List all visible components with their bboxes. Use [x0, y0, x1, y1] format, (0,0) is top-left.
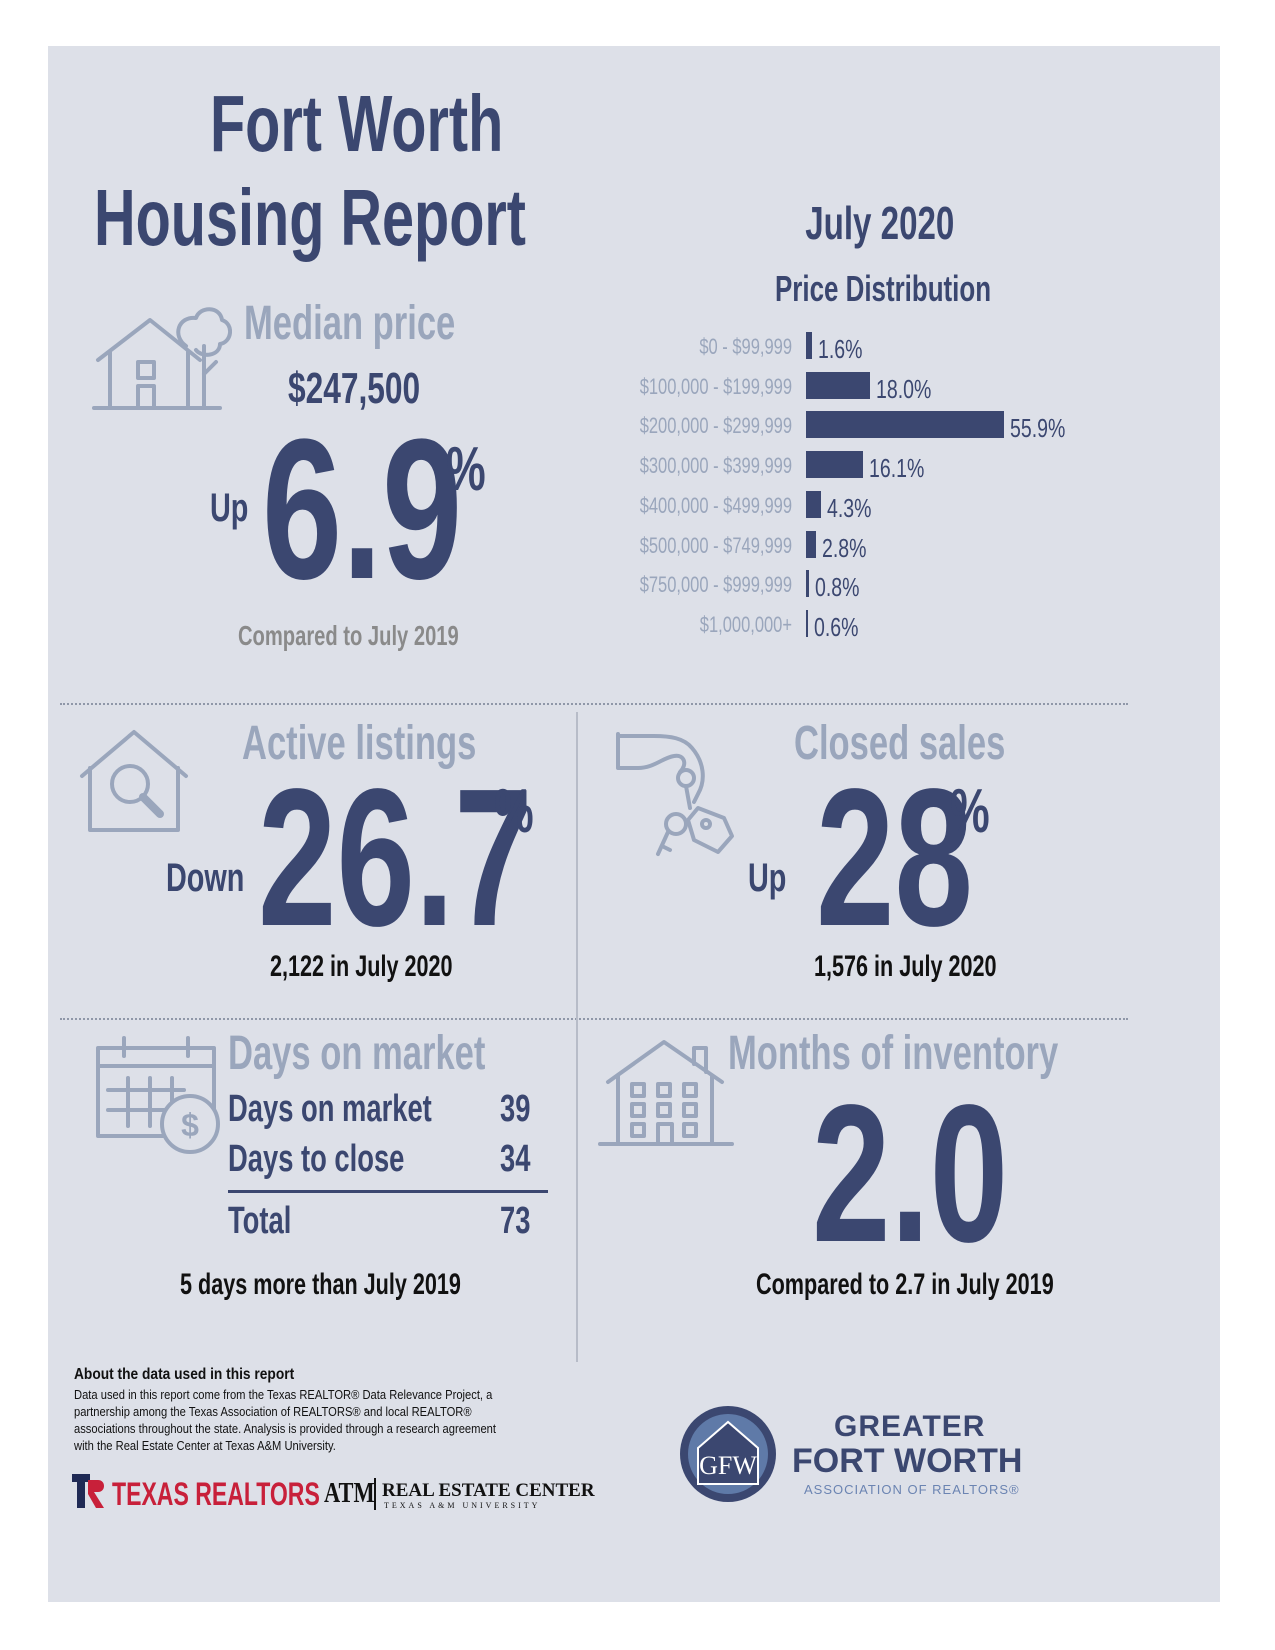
price-bar: [806, 451, 864, 479]
active-listings-direction: Down: [166, 856, 245, 900]
closed-sales-percent-sign: %: [950, 777, 990, 846]
price-bucket-label: $100,000 - $199,999: [639, 373, 792, 399]
closed-sales-direction: Up: [748, 856, 787, 900]
gfw-logo-line1: GREATER: [834, 1410, 986, 1443]
price-bar-value: 2.8%: [821, 532, 867, 563]
price-bar: [806, 411, 1004, 439]
gfw-logo-mark: GFW: [699, 1451, 757, 1480]
days-total-rule: [228, 1190, 548, 1193]
days-comparison: 5 days more than July 2019: [180, 1268, 461, 1301]
days-row-1-label: Days on market: [228, 1088, 432, 1130]
days-row-2-value: 34: [500, 1138, 531, 1180]
price-bar: [806, 609, 809, 637]
rec-logo-name: REAL ESTATE CENTER: [382, 1480, 595, 1501]
hand-keys-icon: [616, 732, 734, 856]
inventory-value: 2.0: [812, 1064, 1009, 1283]
active-listings-change: 26.7: [258, 748, 533, 967]
svg-text:$: $: [181, 1107, 199, 1143]
active-listings-percent-sign: %: [494, 777, 534, 846]
about-line-3: associations throughout the state. Analy…: [74, 1421, 496, 1436]
texas-realtors-logo-icon: [72, 1474, 104, 1508]
median-percent-sign: %: [446, 435, 486, 504]
price-bucket-label: $200,000 - $299,999: [639, 413, 792, 439]
price-bar-value: 18.0%: [875, 373, 932, 404]
rec-divider: [374, 1478, 376, 1510]
price-bar-value: 4.3%: [827, 492, 872, 523]
about-line-4: with the Real Estate Center at Texas A&M…: [74, 1438, 336, 1453]
gfw-logo-line3: ASSOCIATION OF REALTORS®: [804, 1482, 1020, 1497]
title-line2: Housing Report: [94, 173, 526, 262]
price-bar-value: 1.6%: [817, 334, 863, 364]
price-bucket-label: $0 - $99,999: [699, 334, 792, 359]
inventory-comparison: Compared to 2.7 in July 2019: [756, 1268, 1054, 1301]
days-heading: Days on market: [228, 1027, 486, 1080]
texas-realtors-logo: TEXAS REALTORS: [112, 1476, 320, 1512]
active-listings-heading: Active listings: [242, 717, 477, 770]
price-bar: [806, 371, 870, 399]
active-listings-detail: 2,122 in July 2020: [270, 950, 453, 983]
days-total-label: Total: [228, 1200, 292, 1242]
median-heading: Median price: [244, 297, 456, 350]
divider-top: [60, 703, 1128, 705]
gfw-logo-icon: GFW: [680, 1406, 776, 1502]
price-bar-value: 55.9%: [1010, 413, 1066, 444]
building-icon: [598, 1040, 734, 1146]
price-bar-value: 0.6%: [814, 611, 859, 642]
days-total-value: 73: [500, 1200, 531, 1242]
price-bucket-label: $500,000 - $749,999: [639, 532, 792, 558]
report-panel: [48, 46, 1220, 1602]
median-price: $247,500: [288, 364, 421, 413]
median-comparison: Compared to July 2019: [238, 620, 459, 651]
closed-sales-heading: Closed sales: [794, 717, 1006, 770]
rec-logo-sub: TEXAS A&M UNIVERSITY: [384, 1501, 541, 1510]
price-bar-value: 0.8%: [814, 572, 860, 603]
price-bar: [806, 530, 816, 558]
days-row-1-value: 39: [500, 1088, 531, 1130]
price-distribution-heading: Price Distribution: [775, 268, 992, 309]
title-line1: Fort Worth: [210, 79, 504, 168]
closed-sales-detail: 1,576 in July 2020: [814, 950, 997, 983]
median-direction: Up: [210, 486, 249, 530]
price-bucket-label: $1,000,000+: [699, 611, 792, 637]
inventory-heading: Months of inventory: [728, 1027, 1059, 1080]
about-line-2: partnership among the Texas Association …: [74, 1404, 472, 1419]
about-line-1: Data used in this report come from the T…: [74, 1387, 493, 1402]
price-bar: [806, 570, 809, 598]
atm-logo: ATM: [324, 1478, 375, 1509]
divider-vertical: [576, 712, 578, 1362]
price-bar: [806, 490, 822, 518]
price-bar: [806, 332, 812, 359]
report-period: July 2020: [805, 197, 955, 249]
price-bar-value: 16.1%: [869, 453, 925, 484]
price-bucket-label: $750,000 - $999,999: [639, 572, 792, 598]
median-change: 6.9: [262, 398, 463, 621]
price-bucket-label: $300,000 - $399,999: [639, 453, 792, 479]
gfw-logo-line2: FORT WORTH: [792, 1442, 1023, 1480]
calendar-dollar-icon: $: [96, 1036, 220, 1154]
divider-middle: [60, 1018, 1128, 1020]
house-tree-icon: [92, 307, 232, 410]
price-bucket-label: $400,000 - $499,999: [639, 492, 792, 518]
days-row-2-label: Days to close: [228, 1138, 405, 1180]
house-search-icon: [80, 730, 188, 832]
closed-sales-change: 28: [816, 748, 973, 967]
about-heading: About the data used in this report: [74, 1366, 295, 1383]
